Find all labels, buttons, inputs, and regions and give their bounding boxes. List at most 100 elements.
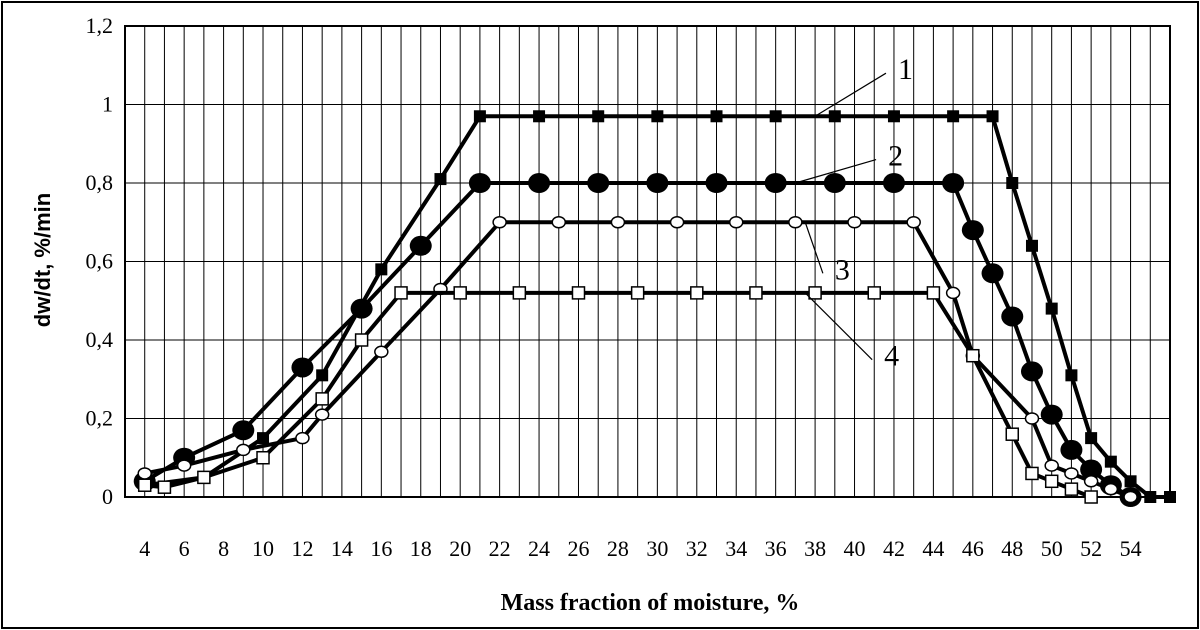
curve-label: 4	[884, 340, 899, 373]
data-point	[295, 431, 310, 445]
data-point	[394, 286, 408, 300]
data-point	[1085, 432, 1098, 445]
data-point	[1024, 412, 1040, 425]
curve-label: 1	[898, 53, 913, 86]
data-point	[528, 173, 551, 193]
x-tick-label: 40	[844, 536, 866, 561]
data-point	[1123, 490, 1138, 504]
plot-area	[124, 25, 1171, 498]
data-point	[669, 216, 685, 229]
x-tick-label: 10	[252, 536, 274, 561]
x-tick-label: 30	[646, 536, 668, 561]
data-point	[354, 333, 369, 347]
data-point	[749, 286, 763, 300]
y-tick-label: 1,2	[86, 13, 114, 38]
data-point	[769, 110, 782, 123]
x-tick-label: 46	[962, 536, 984, 561]
data-point	[453, 286, 467, 300]
y-tick-label: 0,6	[86, 249, 114, 274]
data-point	[1124, 475, 1137, 488]
data-point	[808, 286, 822, 300]
data-point	[966, 348, 980, 363]
data-point	[257, 432, 270, 445]
data-point	[592, 110, 605, 123]
data-point	[1064, 482, 1079, 496]
data-point	[823, 173, 846, 193]
data-point	[981, 263, 1004, 284]
x-tick-label: 14	[331, 536, 353, 561]
x-tick-label: 20	[449, 536, 471, 561]
curve-labels: 1 2 3 4	[795, 53, 913, 373]
data-point	[1103, 482, 1119, 496]
x-tick-label: 54	[1120, 536, 1142, 561]
data-point	[176, 459, 192, 472]
leader-line	[795, 158, 877, 184]
data-point	[1084, 490, 1098, 504]
x-tick-label: 44	[922, 536, 944, 561]
data-point	[906, 216, 921, 229]
data-point	[587, 173, 610, 193]
data-point	[1001, 306, 1024, 327]
data-point	[710, 110, 723, 123]
series-line	[144, 290, 1092, 499]
x-tick-label: 52	[1080, 536, 1102, 561]
x-tick-label: 32	[686, 536, 708, 561]
data-point	[764, 173, 787, 193]
series-3	[137, 216, 1138, 504]
data-point	[375, 263, 388, 276]
data-point	[409, 235, 432, 256]
x-tick-label: 16	[370, 536, 392, 561]
data-point	[651, 110, 664, 123]
data-point	[316, 369, 329, 382]
y-tick-label: 0,4	[86, 327, 114, 352]
x-tick-label: 18	[410, 536, 432, 561]
data-point	[314, 408, 330, 421]
data-point	[1020, 361, 1043, 382]
x-tick-label: 6	[179, 536, 190, 561]
x-tick-label: 48	[1001, 536, 1023, 561]
data-point	[705, 173, 728, 193]
data-point	[1044, 459, 1059, 472]
y-tick-label: 0	[102, 484, 113, 509]
data-point	[473, 110, 486, 123]
data-point	[232, 420, 255, 441]
data-point	[690, 286, 704, 300]
data-point	[137, 467, 152, 480]
series-2	[133, 173, 1142, 507]
data-point	[1104, 455, 1117, 468]
leader-line	[804, 292, 873, 361]
x-tick-label: 4	[139, 536, 150, 561]
x-tick-label: 12	[291, 536, 313, 561]
data-point	[1083, 475, 1099, 488]
data-point	[1025, 239, 1038, 252]
data-point	[350, 298, 373, 319]
data-point	[887, 110, 900, 123]
x-tick-label: 50	[1041, 536, 1063, 561]
y-axis-ticks: 0 0,2 0,4 0,6 0,8 1 1,2	[86, 13, 114, 509]
series-layer	[133, 110, 1176, 507]
data-point	[1045, 302, 1058, 315]
data-point	[512, 286, 527, 300]
data-point	[291, 357, 314, 378]
data-point	[434, 173, 447, 186]
data-point	[468, 173, 491, 193]
data-point	[157, 480, 172, 494]
leader-line	[804, 222, 824, 274]
data-point	[1005, 427, 1020, 441]
x-tick-label: 26	[567, 536, 589, 561]
x-tick-label: 34	[725, 536, 747, 561]
data-point	[492, 216, 507, 229]
x-tick-label: 28	[607, 536, 629, 561]
curve-label: 3	[835, 253, 850, 286]
data-point	[788, 216, 803, 229]
x-tick-label: 8	[218, 536, 229, 561]
x-tick-label: 38	[804, 536, 826, 561]
x-axis-label: Mass fraction of moisture, %	[501, 590, 800, 616]
y-tick-label: 1	[102, 92, 113, 117]
data-point	[1006, 177, 1019, 189]
data-point	[374, 345, 389, 359]
data-point	[533, 110, 546, 123]
data-point	[945, 286, 961, 300]
